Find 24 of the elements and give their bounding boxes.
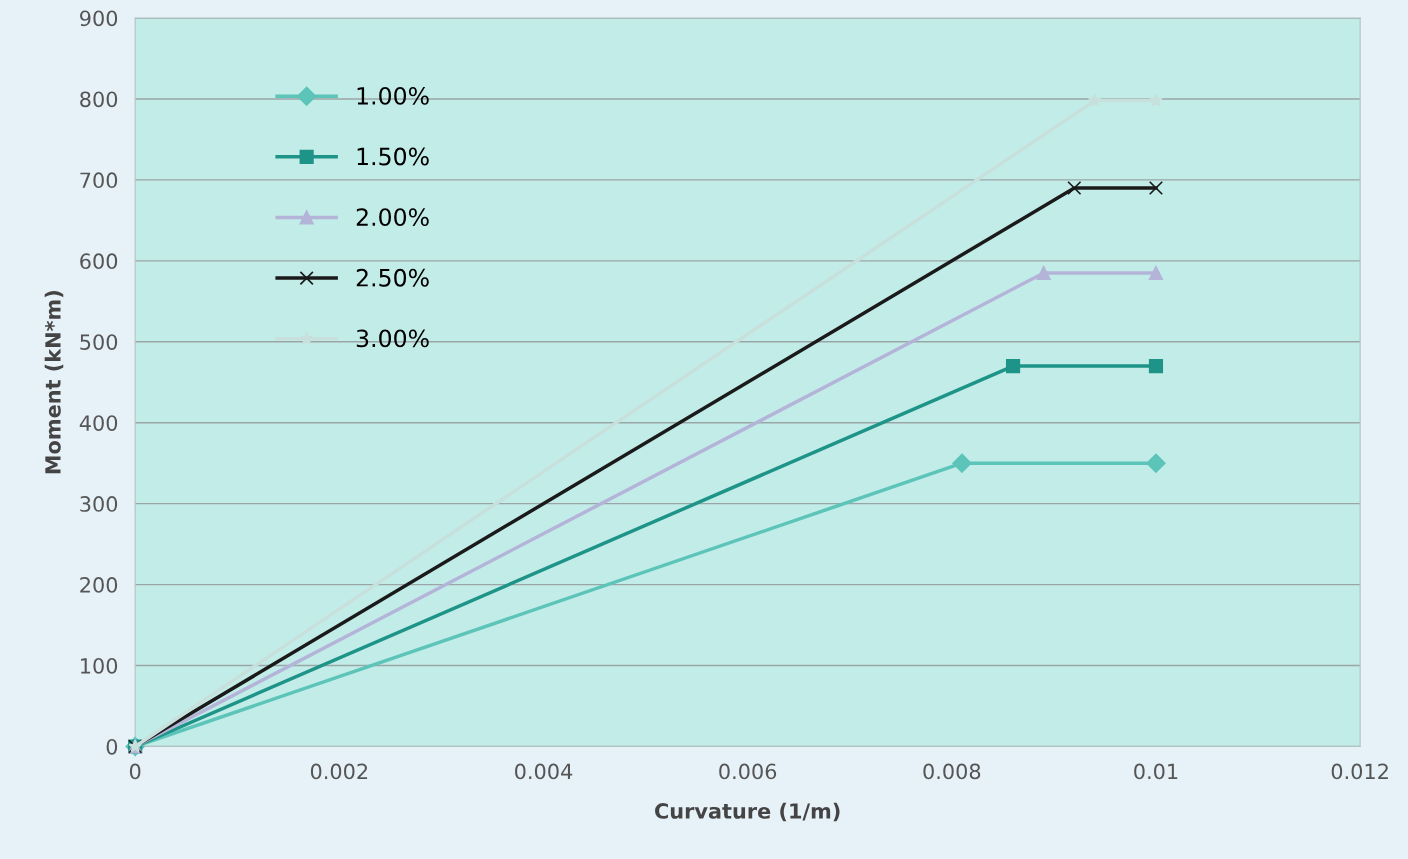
x-tick-label: 0 (129, 763, 141, 780)
legend-label: 1.00% (357, 86, 429, 105)
y-tick-label: 300 (80, 496, 118, 512)
y-tick-label: 900 (80, 10, 118, 27)
x-tick-label: 0.004 (515, 763, 573, 780)
y-tick-label: 500 (80, 334, 118, 350)
x-tick-label: 0.002 (310, 763, 368, 780)
legend-label: 2.50% (356, 268, 429, 287)
y-axis-title: Moment (kN*m) (44, 291, 64, 474)
y-tick-label: 100 (81, 657, 118, 674)
y-tick-label: 400 (79, 415, 118, 431)
legend-label: 2.00% (356, 208, 429, 227)
x-tick-label: 0.012 (1331, 763, 1388, 780)
y-tick-label: 600 (80, 253, 118, 270)
x-tick-label: 0.008 (923, 763, 981, 780)
legend-label: 3.00% (356, 329, 429, 348)
y-tick-label: 0 (106, 738, 118, 755)
x-axis-title: Curvature (1/m) (655, 802, 840, 822)
x-tick-label: 0.006 (719, 763, 777, 780)
y-tick-label: 800 (80, 91, 118, 108)
x-tick-label: 0.01 (1134, 763, 1178, 780)
y-tick-label: 200 (80, 577, 118, 593)
legend-label: 1.50% (357, 147, 429, 166)
y-tick-label: 700 (80, 172, 118, 189)
